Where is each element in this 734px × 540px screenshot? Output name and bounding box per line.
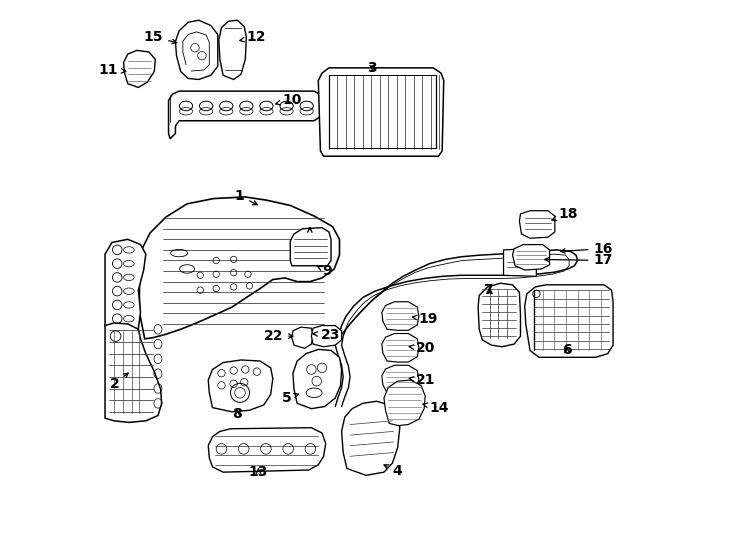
Text: 7: 7 [483,283,493,297]
Polygon shape [382,302,419,330]
Polygon shape [525,285,613,357]
Polygon shape [520,211,555,238]
Text: 15: 15 [144,30,177,44]
Polygon shape [311,326,341,347]
Polygon shape [504,249,537,276]
Polygon shape [219,20,247,79]
Text: 5: 5 [282,391,299,405]
Polygon shape [340,250,578,335]
Text: 14: 14 [423,401,449,415]
Polygon shape [293,349,341,409]
Text: 12: 12 [240,30,266,44]
Polygon shape [139,197,340,339]
Polygon shape [382,334,419,362]
Polygon shape [319,68,444,156]
Polygon shape [208,428,326,472]
Polygon shape [105,323,161,422]
Text: 17: 17 [545,253,613,267]
Polygon shape [105,239,146,338]
Text: 8: 8 [233,407,242,421]
Text: 23: 23 [313,328,340,342]
Text: 6: 6 [562,343,572,357]
Text: 3: 3 [368,61,377,75]
Polygon shape [384,380,425,426]
Polygon shape [169,91,326,139]
Text: 9: 9 [317,264,332,278]
Text: 4: 4 [384,464,402,478]
Polygon shape [341,401,400,475]
Text: 19: 19 [413,312,438,326]
Polygon shape [123,50,156,87]
Text: 13: 13 [249,465,268,479]
Polygon shape [382,365,419,394]
Text: 20: 20 [410,341,435,355]
Polygon shape [175,20,218,79]
Polygon shape [478,283,520,347]
Polygon shape [208,360,273,412]
Text: 2: 2 [109,373,128,391]
Text: 22: 22 [264,329,293,343]
Polygon shape [292,327,313,348]
Text: 11: 11 [99,63,126,77]
Text: 18: 18 [552,207,578,221]
Text: 1: 1 [234,189,258,205]
Text: 16: 16 [561,242,613,256]
Text: 10: 10 [276,92,302,106]
Polygon shape [290,228,331,266]
Polygon shape [512,245,550,270]
Text: 21: 21 [410,373,435,387]
